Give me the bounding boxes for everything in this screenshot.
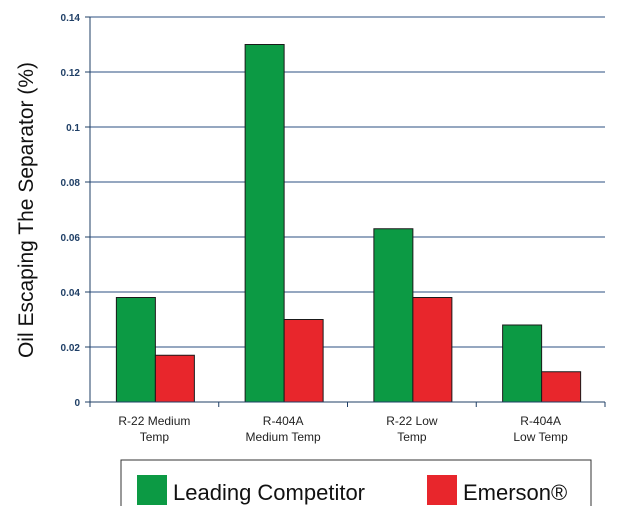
y-axis-label: Oil Escaping The Separator (%)	[15, 62, 38, 358]
x-tick-label: R-404A	[520, 414, 561, 428]
x-tick-label: Low Temp	[513, 430, 568, 444]
x-tick-label: R-22 Low	[386, 414, 438, 428]
bar	[412, 297, 453, 403]
y-tick-label: 0.06	[61, 233, 81, 244]
legend-swatch	[137, 475, 167, 505]
x-tick-label: Temp	[140, 430, 170, 444]
x-tick-label: Medium Temp	[246, 430, 321, 444]
gridlines	[90, 16, 605, 348]
axes	[85, 16, 606, 407]
x-tick-label: R-404A	[263, 414, 304, 428]
y-tick-label: 0.14	[61, 13, 81, 24]
y-tick-labels: 0 0.02 0.04 0.06 0.08 0.1 0.12 0.14	[61, 13, 81, 409]
y-tick-label: 0.1	[66, 123, 80, 134]
bars	[115, 44, 582, 403]
y-tick-label: 0	[74, 398, 80, 409]
legend-swatch	[427, 475, 457, 505]
legend: Leading Competitor Emerson®	[120, 459, 592, 506]
bar	[115, 297, 156, 403]
x-tick-label: Temp	[397, 430, 427, 444]
legend-label: Leading Competitor	[173, 480, 365, 505]
bar	[154, 354, 195, 403]
y-tick-label: 0.02	[61, 343, 81, 354]
bar	[373, 228, 414, 403]
bar	[502, 324, 543, 403]
x-tick-labels: R-22 Medium Temp R-404A Medium Temp R-22 Low…	[118, 414, 568, 444]
y-tick-label: 0.04	[61, 288, 81, 299]
bar	[283, 319, 324, 403]
legend-box	[120, 459, 592, 506]
bar	[541, 371, 582, 403]
x-tick-label: R-22 Medium	[118, 414, 190, 428]
y-tick-label: 0.12	[61, 68, 81, 79]
bar	[244, 44, 285, 403]
legend-label: Emerson®	[463, 480, 567, 505]
y-tick-label: 0.08	[61, 178, 81, 189]
